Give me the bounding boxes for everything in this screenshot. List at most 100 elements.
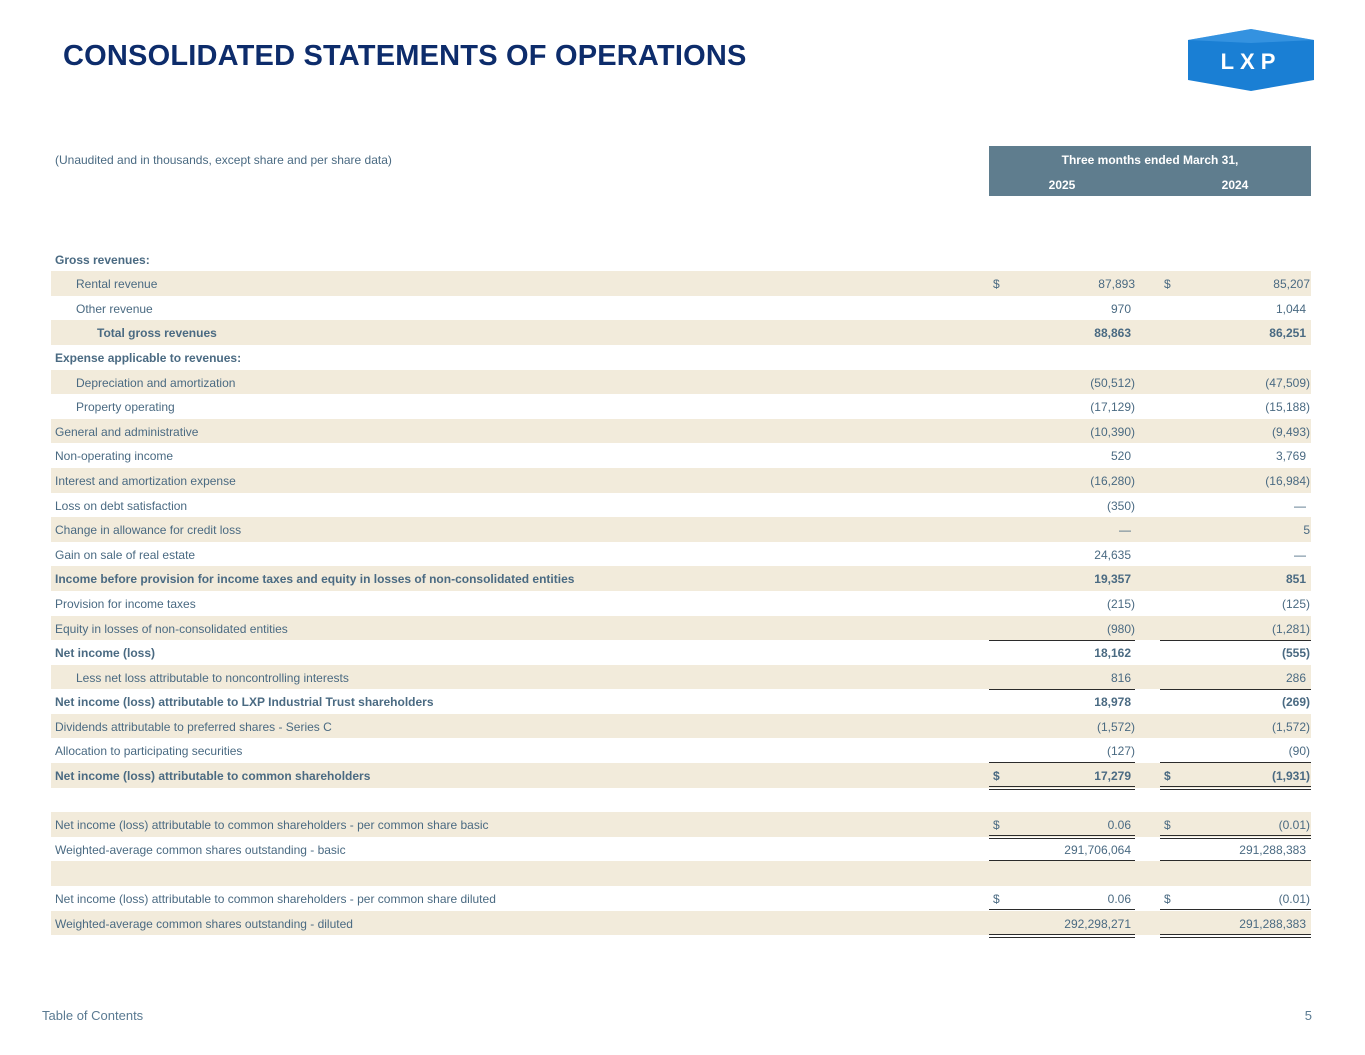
value-2024: (269) <box>1281 695 1310 710</box>
year-header-2024: 2024 <box>1221 178 1249 192</box>
underline <box>989 565 1135 567</box>
row-label: Income before provision for income taxes… <box>55 572 575 587</box>
value-2025: 970 <box>1110 301 1131 316</box>
value-2024: (0.01) <box>1278 892 1310 907</box>
value-2025: 0.06 <box>1107 818 1131 833</box>
value-2025: 18,162 <box>1094 646 1131 661</box>
underline <box>1160 565 1311 567</box>
row-label: Gain on sale of real estate <box>55 547 196 562</box>
table-row: Change in allowance for credit loss — 5 <box>51 517 1311 542</box>
table-row: Less net loss attributable to noncontrol… <box>51 664 1311 690</box>
value-2024: (555) <box>1281 646 1310 661</box>
value-2024: (15,188) <box>1265 400 1310 415</box>
underline <box>1160 688 1311 690</box>
value-2025: 87,893 <box>1098 277 1135 292</box>
underline <box>1160 319 1311 321</box>
year-header-2025: 2025 <box>1048 178 1076 192</box>
value-2024: (47,509) <box>1265 375 1310 390</box>
value-2024: 286 <box>1285 670 1306 685</box>
table-row: Depreciation and amortization (50,512) (47… <box>51 369 1311 395</box>
table-row: Dividends attributable to preferred shar… <box>51 713 1311 739</box>
value-2024: 3,769 <box>1275 449 1306 464</box>
value-2025: (1,572) <box>1096 719 1135 734</box>
table-row: Net income (loss) attributable to common… <box>51 886 1311 914</box>
underline <box>1160 762 1311 764</box>
row-label: Non-operating income <box>55 449 174 464</box>
table-row: Equity in losses of non-consolidated ent… <box>51 615 1311 641</box>
row-label: Change in allowance for credit loss <box>55 523 242 538</box>
row-label: Other revenue <box>76 301 153 316</box>
row-label: Allocation to participating securities <box>55 744 243 759</box>
currency-symbol-2025: $ <box>993 892 1000 907</box>
value-2025: (980) <box>1106 621 1135 636</box>
double-underline <box>989 835 1135 840</box>
value-2024: 851 <box>1285 572 1306 587</box>
row-label: Gross revenues: <box>55 252 150 267</box>
value-2025: (350) <box>1106 498 1135 513</box>
table-row: Income before provision for income taxes… <box>51 566 1311 591</box>
row-label: Weighted-average common shares outstandi… <box>55 916 353 931</box>
value-2024: (1,572) <box>1271 719 1310 734</box>
period-header: Three months ended March 31, 2025 2024 <box>989 146 1311 196</box>
logo-hexagon-shape <box>1188 29 1314 91</box>
value-2025: — <box>1119 523 1131 538</box>
table-row: Net income (loss) attributable to common… <box>51 812 1311 840</box>
value-2024: 5 <box>1303 523 1310 538</box>
table-row: Weighted-average common shares outstandi… <box>51 837 1311 864</box>
row-label: Net income (loss) attributable to common… <box>55 818 489 833</box>
table-row <box>51 222 1311 247</box>
value-2025: (50,512) <box>1090 375 1135 390</box>
table-row <box>51 788 1311 813</box>
row-label: Less net loss attributable to noncontrol… <box>76 670 349 685</box>
table-row: Net income (loss) attributable to common… <box>51 763 1311 791</box>
value-2024: (9,493) <box>1271 424 1310 439</box>
currency-symbol-2025: $ <box>993 769 1000 784</box>
underline <box>1160 639 1311 641</box>
row-label: Total gross revenues <box>97 326 217 341</box>
value-2024: (1,931) <box>1271 769 1310 784</box>
value-2024: 85,207 <box>1273 277 1310 292</box>
row-label: Weighted-average common shares outstandi… <box>55 842 346 857</box>
value-2025: (10,390) <box>1090 424 1135 439</box>
row-label: Equity in losses of non-consolidated ent… <box>55 621 288 636</box>
double-underline <box>989 933 1135 938</box>
table-row: General and administrative (10,390) (9,493… <box>51 418 1311 444</box>
row-label: Rental revenue <box>76 277 158 292</box>
value-2024: (1,281) <box>1271 621 1310 636</box>
row-label: General and administrative <box>55 424 199 439</box>
double-underline <box>1160 786 1311 791</box>
table-row: Expense applicable to revenues: <box>51 345 1311 370</box>
page-number: 5 <box>1304 1008 1312 1023</box>
row-label: Net income (loss) attributable to common… <box>55 892 496 907</box>
value-2025: 18,978 <box>1094 695 1131 710</box>
value-2024: 1,044 <box>1275 301 1306 316</box>
double-underline <box>989 786 1135 791</box>
row-label: Property operating <box>76 400 175 415</box>
value-2025: 520 <box>1110 449 1131 464</box>
value-2025: 291,706,064 <box>1064 842 1131 857</box>
table-row: Total gross revenues 88,863 86,251 <box>51 320 1311 345</box>
table-row: Allocation to participating securities (1… <box>51 738 1311 764</box>
table-row <box>51 861 1311 887</box>
value-2024: (16,984) <box>1265 473 1310 488</box>
value-2025: 88,863 <box>1094 326 1131 341</box>
table-row: Rental revenue $ $87,893 85,207 <box>51 271 1311 296</box>
currency-symbol-2024: $ <box>1164 277 1171 292</box>
row-label: Provision for income taxes <box>55 596 196 611</box>
table-row: Property operating (17,129) (15,188) <box>51 394 1311 419</box>
row-label: Net income (loss) <box>55 646 156 661</box>
value-2025: 17,279 <box>1094 769 1131 784</box>
value-2025: 292,298,271 <box>1064 916 1131 931</box>
value-2024: 291,288,383 <box>1239 842 1306 857</box>
value-2025: (215) <box>1106 596 1135 611</box>
value-2024: — <box>1294 547 1306 562</box>
table-of-contents-link[interactable]: Table of Contents <box>42 1008 144 1023</box>
table-row: Non-operating income 520 3,769 <box>51 443 1311 468</box>
row-label: Net income (loss) attributable to common… <box>55 769 371 784</box>
statement-table: Gross revenues: Rental revenue $ $87,893 85,… <box>51 222 1311 938</box>
value-2024: (125) <box>1281 596 1310 611</box>
currency-symbol-2024: $ <box>1164 892 1171 907</box>
currency-symbol-2025: $ <box>993 277 1000 292</box>
table-row: Other revenue 970 1,044 <box>51 296 1311 321</box>
value-2025: (17,129) <box>1090 400 1135 415</box>
